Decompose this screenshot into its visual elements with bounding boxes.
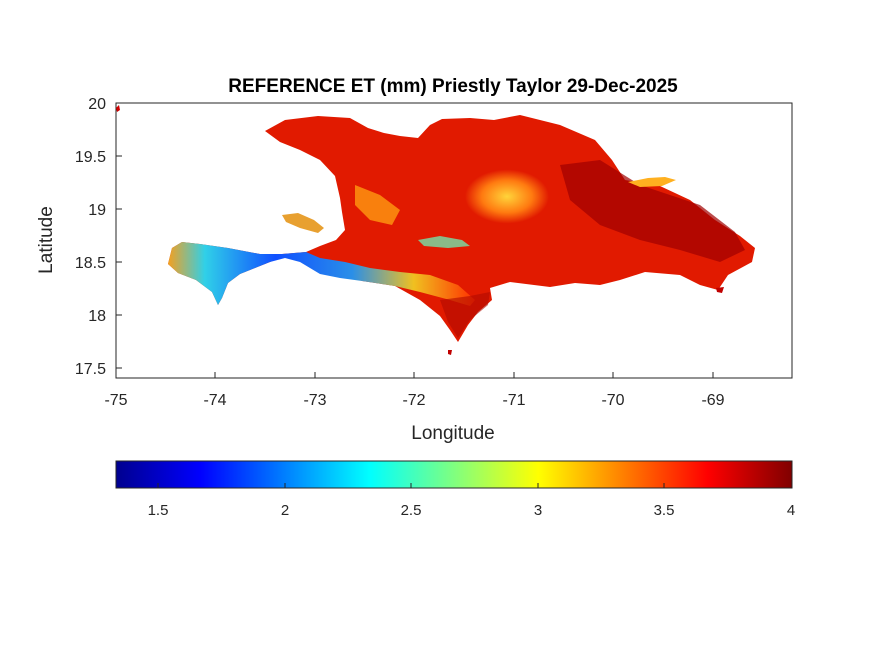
central-highlands [430,165,570,255]
x-tick-label: -73 [303,392,326,409]
x-tick-label: -70 [601,392,624,409]
x-tick-label: -74 [203,392,226,409]
y-tick-label: 18 [88,308,106,325]
colorbar-gradient [115,460,793,489]
central-valley-patch [418,236,470,248]
saona-islet [716,287,724,293]
y-tick-label: 20 [88,96,106,113]
southern-dark-region [440,292,490,338]
beata-islet [448,350,452,355]
colorbar-tick-label: 2.5 [401,502,422,519]
tiburon-peninsula [168,242,475,306]
y-tick-label: 19.5 [75,149,106,166]
chart-title: REFERENCE ET (mm) Priestly Taylor 29-Dec… [228,76,678,97]
map-layer [116,105,755,355]
navassa-islet [116,105,120,112]
eastern-dark-region [560,160,745,262]
colorbar-tick-label: 3 [534,502,542,519]
y-axis-label: Latitude [36,206,57,274]
x-tick-label: -75 [104,392,127,409]
x-tick-label: -72 [402,392,425,409]
colorbar-tick-label: 1.5 [148,502,169,519]
tortue-island [628,177,676,187]
colorbar-tick-label: 3.5 [654,502,675,519]
y-axis: 17.5 18 18.5 19 19.5 20 [75,96,122,378]
x-axis: -75 -74 -73 -72 -71 -70 -69 [104,372,725,409]
y-tick-label: 19 [88,202,106,219]
y-tick-label: 18.5 [75,255,106,272]
x-axis-label: Longitude [411,423,494,444]
northwest-warm-patch [355,185,400,225]
colorbar: 1.5 2 2.5 3 3.5 4 [115,460,795,519]
x-tick-label: -71 [502,392,525,409]
y-tick-label: 17.5 [75,361,106,378]
colorbar-tick-label: 2 [281,502,289,519]
gonave-island [282,213,324,233]
colorbar-tick-label: 4 [787,502,795,519]
x-tick-label: -69 [701,392,724,409]
